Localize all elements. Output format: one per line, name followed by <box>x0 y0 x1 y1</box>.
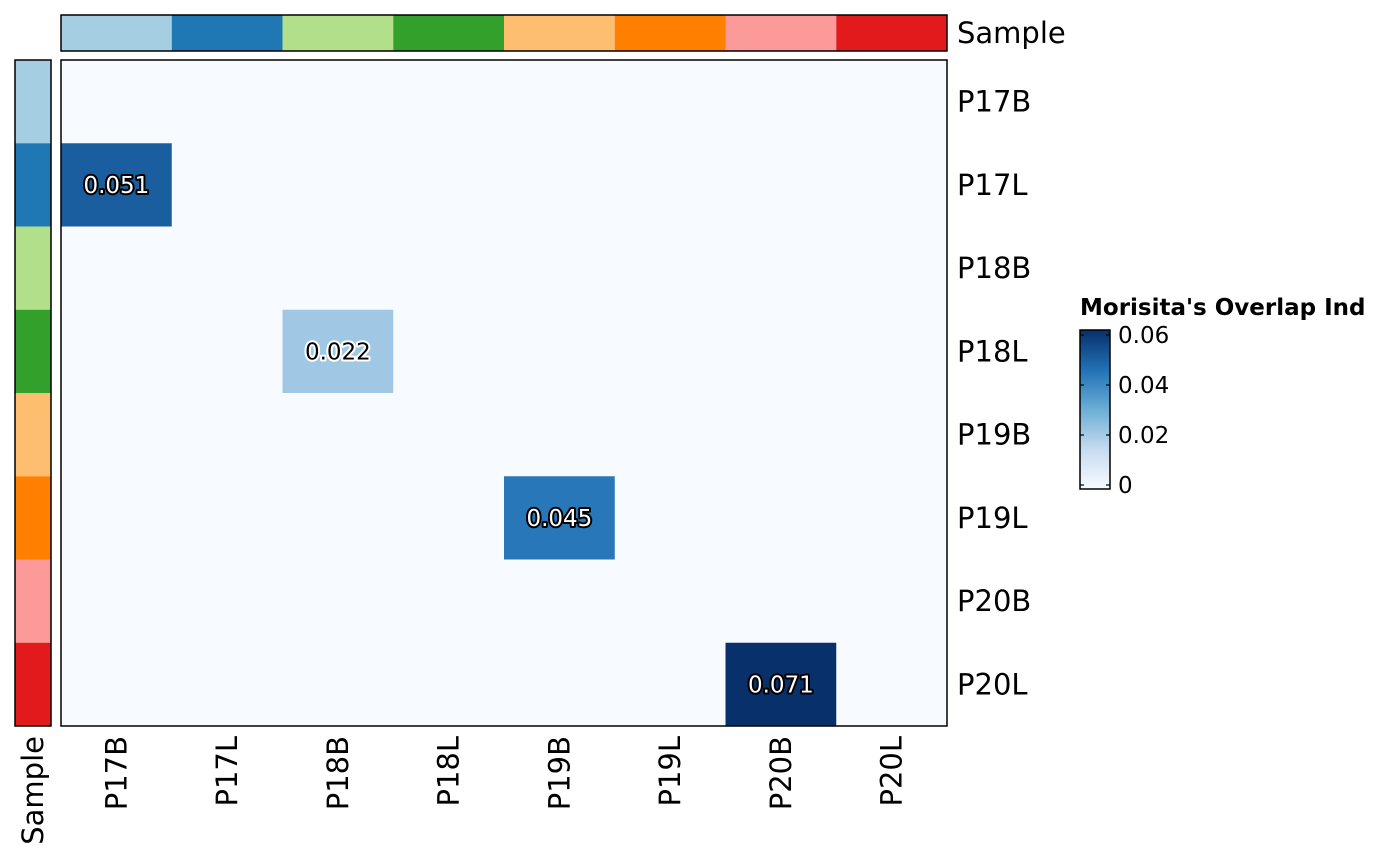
top-annotation-cell <box>282 15 394 51</box>
column-label: P17B <box>99 736 133 810</box>
column-label: P19L <box>653 736 687 807</box>
heatmap-labels: P17B P17L P18B P18L P19B P19L P20B P20L P17B P17L… <box>99 85 1031 811</box>
left-annotation-name: Sample <box>16 736 50 845</box>
column-label: P17L <box>210 736 244 807</box>
row-label: P18L <box>957 334 1028 368</box>
heatmap-cell <box>725 642 837 726</box>
legend-tick-label: 0.02 <box>1118 423 1169 449</box>
row-label: P20B <box>957 584 1031 618</box>
heatmap-cell <box>282 309 394 393</box>
legend-tick-label: 0.06 <box>1118 323 1169 349</box>
legend-color-bar <box>1080 330 1110 489</box>
top-annotation-name: Sample <box>957 16 1066 50</box>
legend-tick-label: 0 <box>1118 473 1133 499</box>
left-annotation-cell <box>15 642 51 726</box>
left-annotation-cell <box>15 393 51 477</box>
heatmap-body: 0.051 0.022 0.045 0.071 <box>60 59 948 727</box>
top-annotation-cell <box>836 15 947 51</box>
column-label: P20B <box>764 736 798 810</box>
heatmap-cell <box>61 143 172 227</box>
top-annotation-cell <box>393 15 504 51</box>
heatmap-border <box>60 59 948 727</box>
legend-tick-label: 0.04 <box>1118 373 1169 399</box>
column-label: P18L <box>432 736 466 807</box>
top-annotation-cell <box>61 15 172 51</box>
column-label: P20L <box>875 736 909 807</box>
top-annotation-cell <box>504 15 615 51</box>
left-annotation-border <box>14 59 52 727</box>
cell-value-label: 0.045 <box>526 506 592 532</box>
row-label: P19B <box>957 418 1031 452</box>
heatmap-cell <box>504 476 615 560</box>
heatmap-background <box>61 60 947 726</box>
column-label: P19B <box>542 736 576 810</box>
left-annotation-cell <box>15 143 51 227</box>
cell-value-label: 0.071 <box>748 672 814 698</box>
left-annotation-cell <box>15 476 51 560</box>
top-annotation-cell <box>171 15 283 51</box>
top-sample-annotation: Sample <box>60 14 1066 52</box>
legend-bar-border <box>1079 329 1111 490</box>
row-label: P17L <box>957 168 1028 202</box>
left-annotation-cell <box>15 559 51 643</box>
left-annotation-cell <box>15 226 51 310</box>
left-annotation-cell <box>15 309 51 393</box>
cell-value-label: 0.051 <box>83 173 149 199</box>
legend-title: Morisita's Overlap Ind <box>1080 295 1366 321</box>
left-annotation-cell <box>15 60 51 144</box>
row-label: P17B <box>957 85 1031 119</box>
row-label: P18B <box>957 251 1031 285</box>
column-label: P18B <box>321 736 355 810</box>
row-label: P19L <box>957 501 1028 535</box>
top-annotation-cell <box>614 15 726 51</box>
cell-value-label: 0.022 <box>305 339 371 365</box>
row-label: P20L <box>957 667 1028 701</box>
top-annotation-border <box>60 14 948 52</box>
left-sample-annotation: Sample <box>14 59 52 845</box>
top-annotation-cell <box>725 15 837 51</box>
